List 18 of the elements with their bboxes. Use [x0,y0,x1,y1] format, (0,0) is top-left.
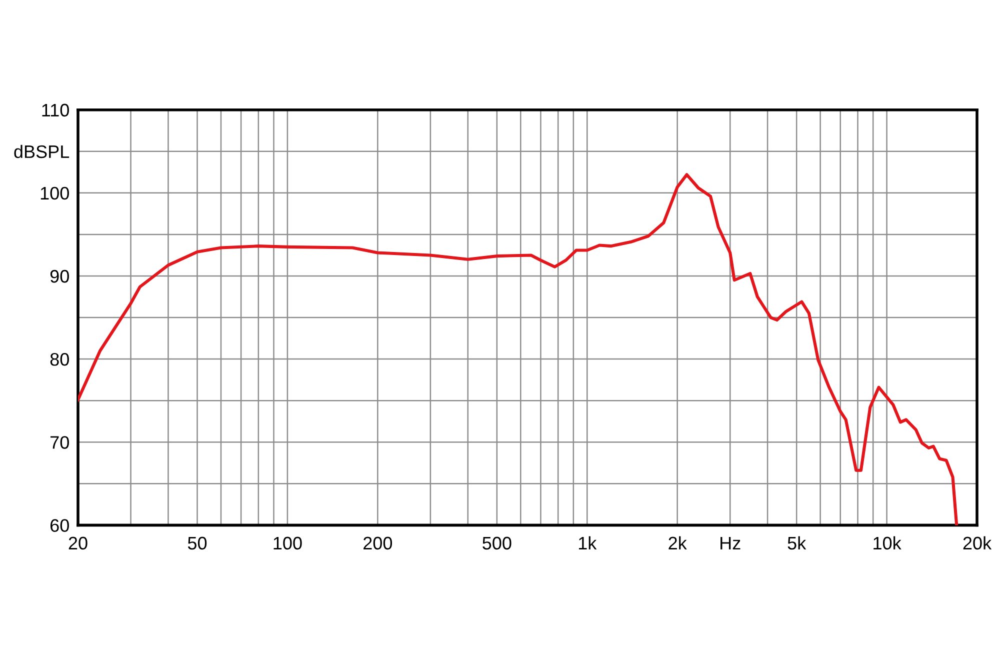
y-tick-label: dBSPL [14,144,70,158]
y-tick-label: 60 [50,519,69,532]
x-tick-label: 1k [578,536,597,550]
x-tick-label: 500 [482,536,512,550]
y-tick-label: 80 [50,352,69,366]
x-tick-label: 5k [788,536,806,550]
x-tick-label: 20 [68,536,88,550]
y-tick-label: 110 [42,104,69,117]
y-tick-label: 90 [50,270,69,283]
y-tick-label: 70 [50,436,69,449]
x-tick-label: Hz [720,536,740,550]
x-tick-label: 50 [188,536,207,550]
x-tick-label: 20k [963,536,992,550]
y-tick-label: 100 [40,186,69,200]
x-tick-label: 200 [364,536,392,550]
x-tick-label: 100 [274,536,302,550]
x-tick-label: 10k [874,536,902,550]
x-tick-label: 2k [668,536,687,550]
